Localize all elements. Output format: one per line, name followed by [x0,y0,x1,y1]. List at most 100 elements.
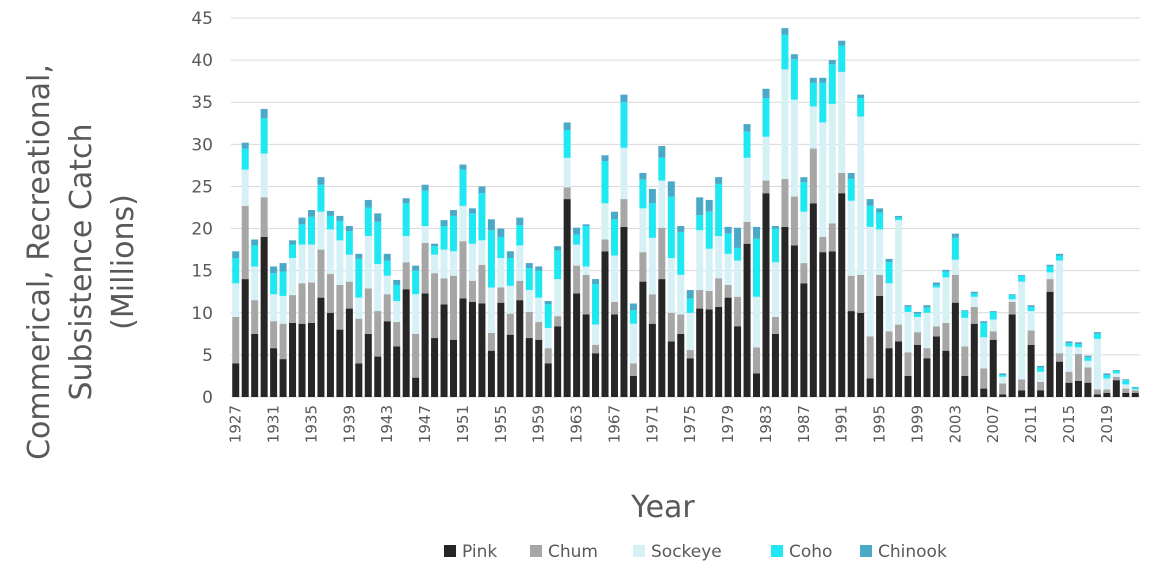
bar-segment-chinook-1950 [450,210,458,216]
bar-segment-sockeye-1995 [876,229,884,275]
bar-segment-coho-1996 [885,262,893,284]
bar-segment-chinook-1958 [525,263,533,269]
bar-segment-sockeye-1970 [639,208,647,253]
bar-segment-chum-2009 [1008,301,1016,315]
bar-segment-coho-1961 [554,250,562,280]
x-tick-label: 1979 [719,405,737,443]
bar-segment-coho-1958 [525,268,533,291]
bar-segment-sockeye-2010 [1018,281,1026,380]
bar-segment-pink-2003 [951,302,959,397]
bar-segment-sockeye-1964 [582,266,590,275]
bar-segment-sockeye-1944 [393,300,401,323]
bar-segment-coho-1949 [440,226,448,250]
bar-segment-sockeye-1963 [573,244,581,266]
bar-segment-pink-1950 [450,339,458,397]
bar-segment-sockeye-2004 [961,317,969,347]
bar-segment-chinook-1987 [800,177,808,183]
bar-segment-chum-1948 [431,273,439,339]
bar-segment-sockeye-1969 [629,323,637,364]
bar-segment-pink-1971 [648,323,656,397]
bar-segment-chum-2002 [942,322,950,351]
bar-segment-chum-1970 [639,252,647,282]
x-tick-label: 1983 [757,405,775,443]
bar-segment-pink-1976 [696,308,704,397]
bar-segment-coho-1988 [809,82,817,107]
bar-segment-chum-1999 [913,332,921,345]
bar-segment-coho-2004 [961,311,969,318]
bar-segment-pink-1966 [601,251,609,397]
y-axis-title-line-2: Subsistence Catch [64,123,99,400]
bar-segment-pink-1964 [582,314,590,397]
bar-segment-pink-1972 [658,279,666,397]
bar-segment-coho-2009 [1008,295,1016,300]
bar-segment-chinook-1962 [563,122,571,131]
bar-segment-pink-1998 [904,375,912,397]
x-tick-label: 1987 [795,405,813,443]
bar-segment-coho-1999 [913,313,921,317]
bar-segment-chum-1966 [601,239,609,252]
legend-swatch-pink [444,545,456,557]
bar-segment-sockeye-2009 [1008,299,1016,302]
bar-segment-chum-1963 [573,265,581,294]
bar-segment-chum-1958 [525,311,533,339]
bar-segment-coho-2017 [1084,357,1092,361]
bar-segment-sockeye-1948 [431,254,439,274]
bar-segment-sockeye-1998 [904,311,912,353]
bar-segment-chinook-1947 [421,184,429,191]
bar-segment-coho-2007 [989,311,997,320]
bar-segment-chinook-2002 [942,269,950,272]
bar-segment-coho-1948 [431,246,439,255]
bar-segment-chum-1968 [620,199,628,227]
bar-segment-chum-1998 [904,352,912,376]
x-tick-label: 1943 [378,405,396,443]
bar-segment-coho-1986 [790,59,798,100]
bar-segment-pink-1955 [497,302,505,397]
x-tick-label: 1947 [416,405,434,443]
bar-segment-pink-1933 [289,322,297,397]
bar-segment-sockeye-2017 [1084,360,1092,368]
bar-segment-chinook-1988 [809,77,817,83]
bar-segment-coho-2010 [1018,275,1026,282]
bar-segment-chum-1939 [345,281,353,309]
bar-segment-pink-2020 [1112,380,1120,397]
bar-segment-pink-2019 [1103,392,1111,397]
bar-segment-coho-1973 [667,196,675,259]
x-axis-ticks: 1927 1931 1935 1939 1943 1947 1951 1955 1959 1963… [227,405,1116,443]
bars [232,28,1139,397]
bar-segment-chum-1975 [686,349,694,359]
bar-segment-sockeye-1976 [696,230,704,291]
bar-segment-chum-1962 [563,187,571,200]
bar-segment-coho-1969 [629,310,637,324]
bar-segment-coho-2008 [999,375,1007,377]
bar-segment-coho-1995 [876,212,884,230]
bar-segment-pink-2012 [1037,390,1045,397]
bar-segment-coho-1935 [307,216,315,245]
bar-segment-sockeye-1966 [601,203,609,240]
bar-segment-chum-1942 [374,311,382,357]
bar-segment-chum-2018 [1093,389,1101,395]
bar-segment-pink-1994 [866,378,874,397]
bar-segment-sockeye-2011 [1027,311,1035,331]
x-tick-label: 1995 [871,405,889,443]
bar-segment-chum-2015 [1065,371,1073,383]
bar-segment-chinook-1973 [667,181,675,197]
bar-segment-chum-1967 [610,301,618,315]
bar-segment-coho-1936 [317,184,325,212]
bar-segment-coho-1937 [326,215,334,230]
x-tick-label: 1939 [340,405,358,443]
bar-segment-sockeye-1997 [895,220,903,325]
bar-segment-pink-2000 [923,358,931,397]
bar-segment-sockeye-1958 [525,290,533,312]
bar-segment-coho-2011 [1027,306,1035,312]
bar-segment-chinook-1928 [241,142,249,149]
y-tick-label: 45 [191,9,213,29]
bar-segment-chum-2008 [999,383,1007,395]
bar-segment-chinook-1980 [734,227,742,248]
bar-segment-pink-1969 [629,375,637,397]
bar-segment-chum-1973 [667,312,675,342]
bar-segment-sockeye-1972 [658,180,666,228]
bar-segment-coho-2020 [1112,370,1120,374]
bar-segment-chinook-1983 [762,88,770,99]
x-tick-label: 2007 [984,405,1002,443]
